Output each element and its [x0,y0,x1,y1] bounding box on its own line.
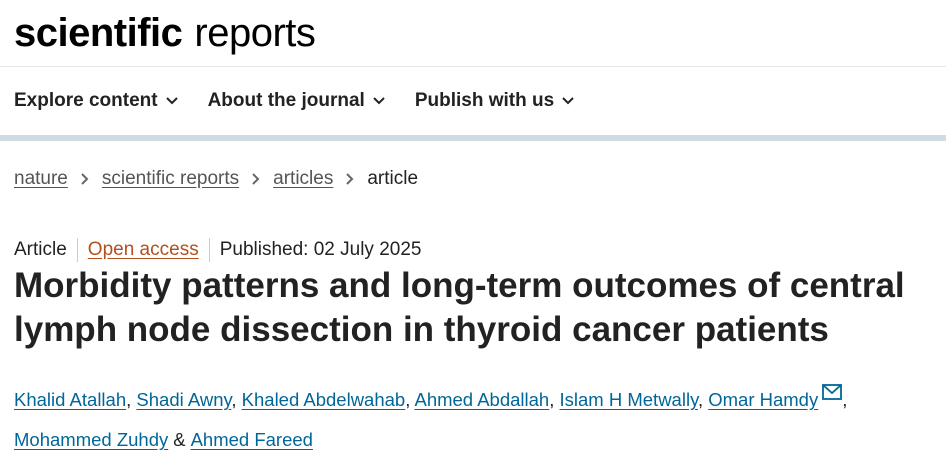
logo-bold: scientific [14,10,183,55]
crumb-current: article [367,168,419,189]
nav-label: About the journal [207,90,365,111]
nav-item[interactable]: Publish with us [415,90,574,112]
author-link[interactable]: Khaled Abdelwahab [241,389,406,410]
chevron [165,97,178,105]
author-separator: , [697,389,704,410]
crumb[interactable]: scientific reports [101,168,240,189]
author-link[interactable]: Khalid Atallah [14,389,127,410]
author-link[interactable]: Shadi Awny [136,389,232,410]
divider [76,238,78,262]
nav-item[interactable]: About the journal [208,90,385,112]
crumb[interactable]: articles [273,168,334,189]
author-link[interactable]: Ahmed Fareed [190,429,313,450]
author-link[interactable]: Omar Hamdy [708,389,819,410]
crumb-chevron [252,173,260,185]
article-type: Article [14,239,67,260]
author-separator: , [842,389,848,410]
article-meta: Article Open access Published: 02 July 2… [14,238,421,262]
nav-label: Explore content [14,90,158,111]
crumb-chevron [81,173,89,185]
logo-light: reports [194,10,316,55]
nav-label: Publish with us [414,90,555,111]
crumb-chevron [346,173,354,185]
email-icon[interactable] [822,384,843,400]
crumb[interactable]: nature [14,168,68,189]
main-nav: Explore content About the journal Publis… [0,67,946,141]
article-title: Morbidity patterns and long-term outcome… [14,266,905,349]
chevron [373,97,385,105]
chevron [562,97,574,105]
breadcrumbs: nature scientific reports articles artic… [14,168,418,190]
published-date: Published: 02 July 2025 [219,239,422,260]
author-separator: , [405,389,411,410]
author-link[interactable]: Islam H Metwally [559,389,698,410]
author-separator: , [231,389,237,410]
open-access[interactable]: Open access [87,239,199,260]
author-separator: , [549,389,555,410]
author-separator: & [173,429,186,450]
divider [208,238,210,262]
author-list: Khalid Atallah, Shadi Awny, Khaled Abdel… [14,380,934,460]
author-separator: , [126,389,132,410]
site-logo[interactable]: scientific reports [0,0,946,67]
author-link[interactable]: Mohammed Zuhdy [14,429,169,450]
author-link[interactable]: Ahmed Abdallah [414,389,550,410]
nav-item[interactable]: Explore content [14,90,178,112]
